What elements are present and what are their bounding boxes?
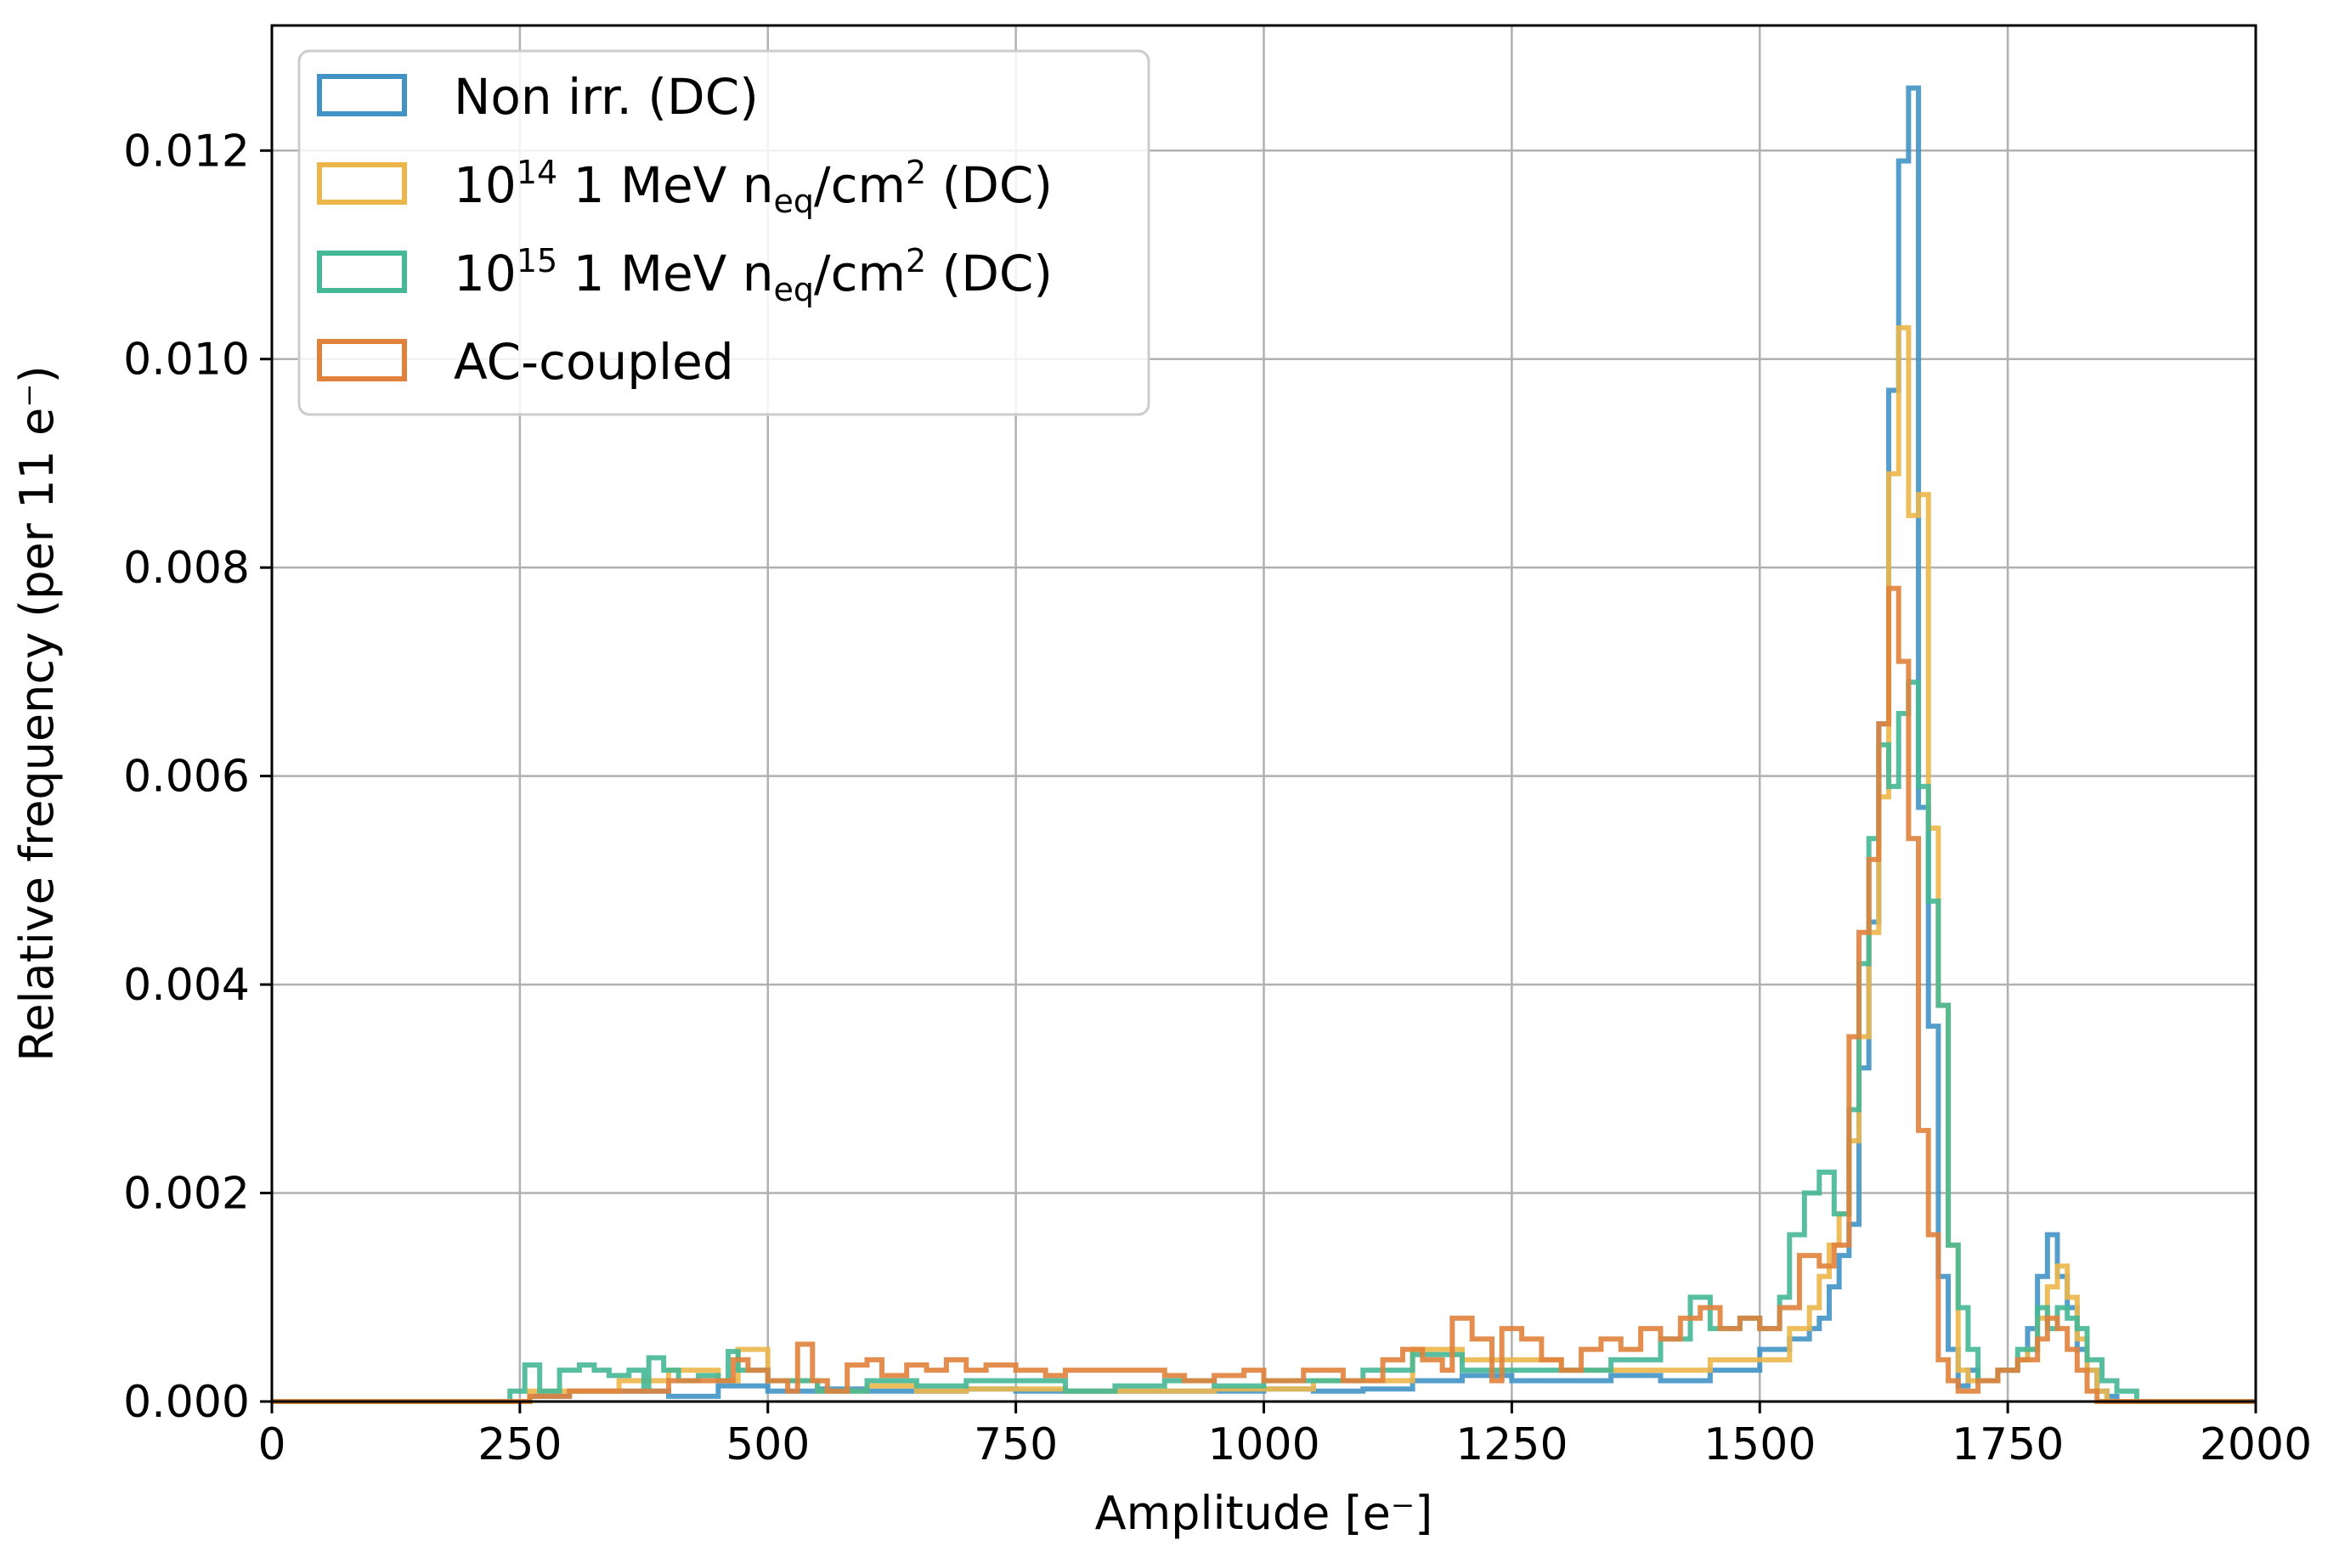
legend-label-base: 10 [454,245,517,302]
legend: Non irr. (DC)1014 1 MeV neq/cm2 (DC)1015… [297,49,1150,416]
x-axis: 0 250 500 750 1000 1250 1500 1750 2000 [257,1402,2312,1470]
legend-swatch [317,339,407,381]
x-tick-label: 1250 [1455,1419,1568,1470]
legend-swatch [317,74,407,116]
legend-label-tail: (DC) [926,245,1053,302]
legend-label-exponent: 14 [517,154,557,191]
legend-label: Non irr. (DC) [454,68,759,126]
x-tick-label: 1500 [1703,1419,1816,1470]
legend-label-tail: (DC) [926,156,1053,214]
legend-label-mid: 1 MeV n [557,156,773,214]
x-tick-label: 0 [257,1419,285,1470]
x-tick-label: 250 [477,1419,562,1470]
y-axis-label: Relative frequency (per 11 e⁻) [10,365,64,1062]
y-tick-label: 0.006 [123,752,250,803]
x-tick-label: 1750 [1952,1419,2064,1470]
x-tick-label: 2000 [2200,1419,2312,1470]
legend-label-unit: /cm [814,245,906,302]
x-tick-label: 500 [726,1419,810,1470]
series-layer [272,85,2256,1404]
legend-label-exponent: 15 [517,242,557,279]
legend-label-base: 10 [454,156,517,214]
legend-box [297,49,1150,416]
legend-label-subscript: eq [774,271,815,308]
y-tick-label: 0.000 [123,1377,250,1428]
y-axis: 0.000 0.002 0.004 0.006 0.008 0.010 0.012 [123,126,272,1428]
legend-label-subscript: eq [774,183,815,220]
legend-label: AC-coupled [454,333,734,391]
legend-label-text: Non irr. (DC) [454,68,759,126]
x-axis-label: Amplitude [e⁻] [1095,1486,1433,1540]
legend-swatch [317,251,407,293]
legend-label-unit: /cm [814,156,906,214]
x-tick-label: 1000 [1207,1419,1319,1470]
y-tick-label: 0.010 [123,335,250,386]
legend-label-mid: 1 MeV n [557,245,773,302]
legend-label-unit-exponent: 2 [906,242,926,279]
grid [270,25,2257,1403]
legend-label-unit-exponent: 2 [906,154,926,191]
legend-swatch [317,162,407,205]
y-tick-label: 0.012 [123,126,250,177]
series-line-4 [272,585,2256,1404]
y-tick-label: 0.002 [123,1169,250,1220]
legend-label: 1014 1 MeV neq/cm2 (DC) [454,154,1053,220]
x-tick-label: 750 [974,1419,1058,1470]
y-tick-label: 0.008 [123,543,250,594]
legend-label-text: AC-coupled [454,333,734,391]
legend-label: 1015 1 MeV neq/cm2 (DC) [454,242,1053,308]
y-tick-label: 0.004 [123,960,250,1011]
